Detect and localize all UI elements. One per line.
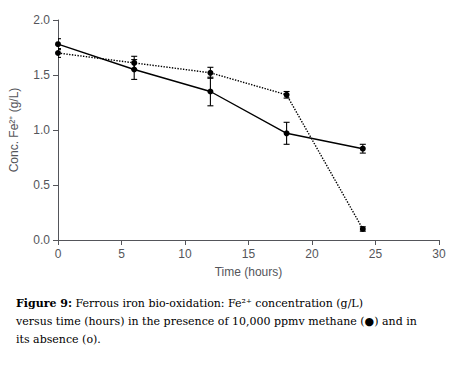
svg-text:15: 15 xyxy=(242,247,256,261)
svg-text:0.5: 0.5 xyxy=(33,178,50,192)
svg-text:Figure 9:: Figure 9: xyxy=(16,297,72,310)
svg-text:Ferrous iron bio-oxidation: Fe: Ferrous iron bio-oxidation: Fe²⁺ concent… xyxy=(72,297,363,310)
svg-text:2.0: 2.0 xyxy=(33,13,50,27)
svg-text:0: 0 xyxy=(55,247,62,261)
svg-text:20: 20 xyxy=(305,247,319,261)
svg-text:5: 5 xyxy=(118,247,125,261)
svg-text:0.0: 0.0 xyxy=(33,233,50,247)
svg-text:30: 30 xyxy=(432,247,446,261)
svg-text:1.5: 1.5 xyxy=(33,68,50,82)
svg-text:versus time (hours) in the pre: versus time (hours) in the presence of 1… xyxy=(15,315,417,328)
svg-text:Time (hours): Time (hours) xyxy=(215,265,283,279)
svg-text:1.0: 1.0 xyxy=(33,123,50,137)
svg-text:Conc. Fe²⁺ (g/L): Conc. Fe²⁺ (g/L) xyxy=(7,88,21,173)
svg-text:its absence (o).: its absence (o). xyxy=(16,333,101,346)
svg-text:25: 25 xyxy=(369,247,383,261)
svg-text:10: 10 xyxy=(178,247,192,261)
